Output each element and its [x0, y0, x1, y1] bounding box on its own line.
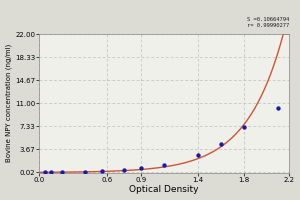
Text: S =0.10664794
r= 0.99990277: S =0.10664794 r= 0.99990277 — [247, 17, 289, 28]
Point — [275, 107, 280, 110]
Point — [48, 171, 53, 174]
Point — [99, 170, 104, 173]
Point — [241, 126, 246, 129]
Point — [196, 153, 200, 156]
Point — [218, 143, 223, 146]
Point — [122, 169, 127, 172]
Point — [59, 171, 64, 174]
Point — [162, 163, 167, 167]
Point — [43, 171, 47, 174]
Point — [139, 167, 144, 170]
Y-axis label: Bovine NPY concentration (ng/ml): Bovine NPY concentration (ng/ml) — [6, 44, 12, 162]
X-axis label: Optical Density: Optical Density — [129, 185, 199, 194]
Point — [82, 170, 87, 173]
